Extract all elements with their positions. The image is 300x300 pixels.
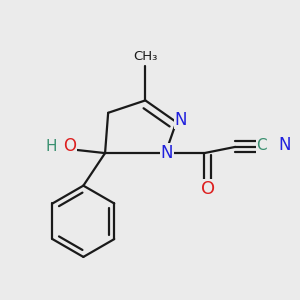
Text: O: O (63, 137, 76, 155)
Text: CH₃: CH₃ (133, 50, 158, 63)
Text: N: N (279, 136, 291, 154)
Text: C: C (256, 138, 267, 153)
Text: N: N (161, 144, 173, 162)
Text: O: O (201, 180, 215, 198)
Text: H: H (45, 139, 57, 154)
Text: N: N (175, 111, 187, 129)
